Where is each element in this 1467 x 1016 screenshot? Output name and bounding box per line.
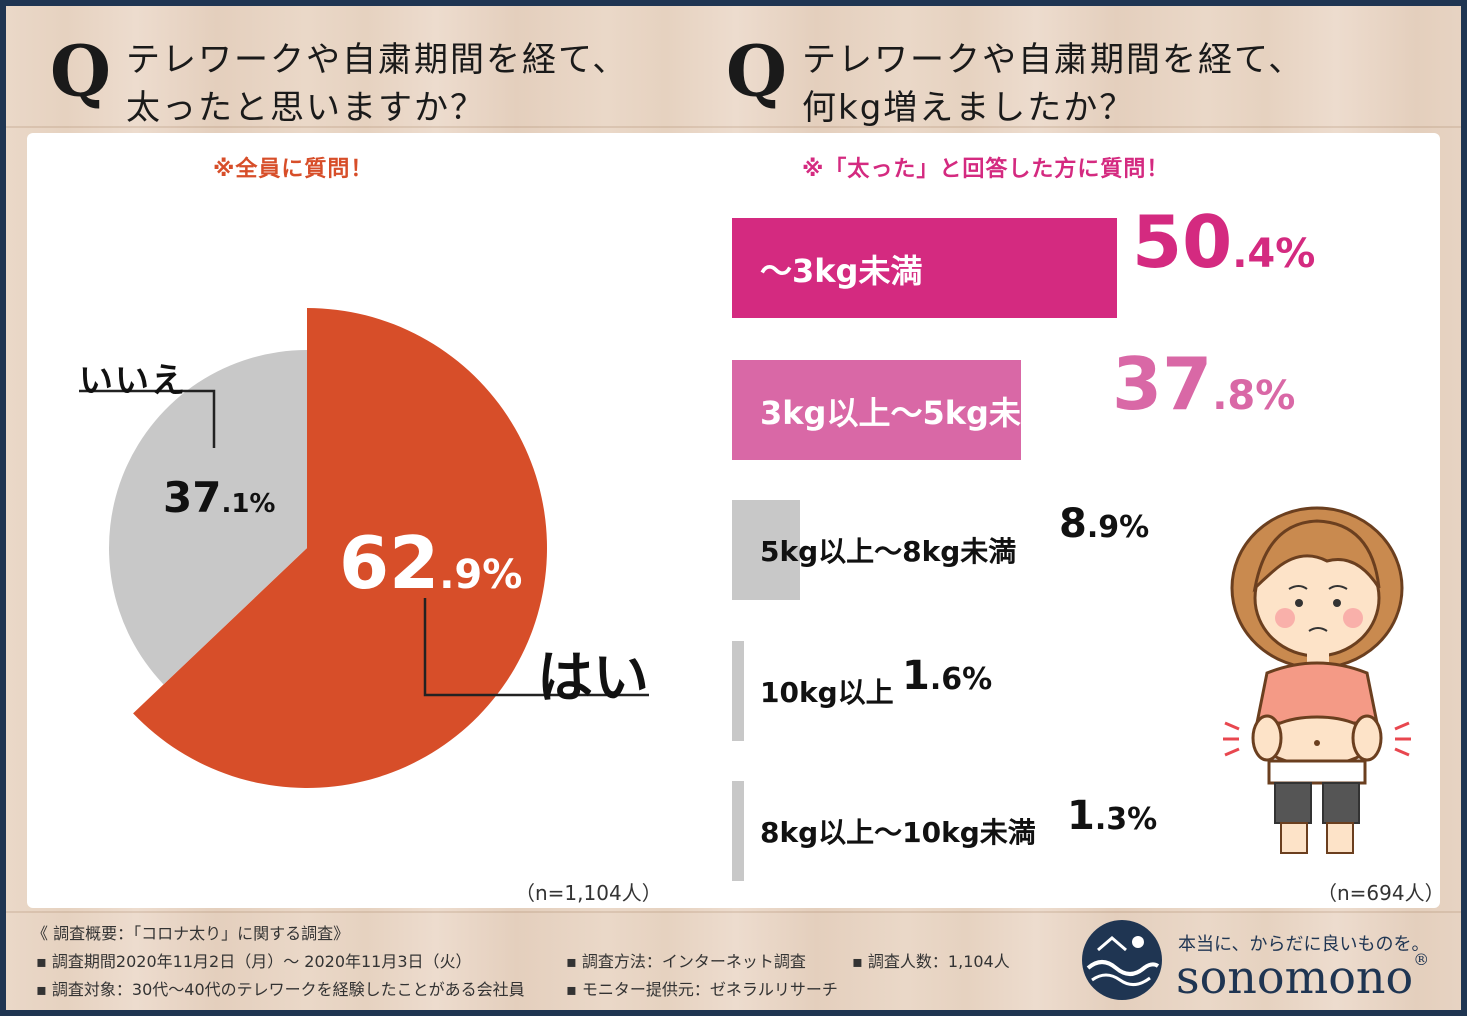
bar-label-2: 3kg以上～5kg未満 (760, 393, 1053, 432)
bar-value-dec: .4% (1232, 230, 1316, 277)
bar-value-int: 8 (1059, 501, 1087, 547)
bar-value-3: 8.9% (1059, 501, 1149, 547)
bar-label-3: 5kg以上～8kg未満 (760, 535, 1017, 569)
bar-label-5: 8kg以上～10kg未満 (760, 816, 1036, 850)
yes-label: はい (537, 646, 649, 711)
bar-1 (732, 218, 1117, 318)
monitor-provider: ▪ モニター提供元：ゼネラルリサーチ (566, 980, 838, 999)
bar-value-int: 50 (1132, 199, 1233, 284)
bar-value-2: 37.8% (1112, 342, 1295, 426)
girl-illustration-icon (1223, 506, 1411, 854)
bar-value-int: 1 (902, 653, 930, 699)
brand-name-text: sonomono (1176, 950, 1414, 1004)
yes-percent: 62.9% (339, 521, 522, 605)
bar-value-int: 37 (1112, 341, 1213, 426)
q-letter: Q (726, 30, 787, 113)
survey-method: ▪ 調査方法：インターネット調査 (566, 952, 806, 971)
survey-period: ▪ 調査期間2020年11月2日（月）～ 2020年11月3日（火） (36, 952, 472, 971)
pie-slice-no (109, 350, 307, 685)
bar-value-dec: .3% (1094, 802, 1158, 837)
no-percent-dec: .1% (221, 489, 276, 519)
left-question: Q テレワークや自粛期間を経て、 太ったと思いますか？ (50, 20, 650, 130)
q-letter: Q (50, 30, 111, 113)
right-question: Q テレワークや自粛期間を経て、 何kg増えましたか？ (726, 20, 1386, 130)
no-leader-line (79, 389, 216, 448)
bar-5 (732, 781, 744, 881)
chart-panel: ※全員に質問！ ※「太った」と回答した方に質問！ いいえ 37.1% 62.9%… (27, 133, 1445, 908)
pie-slice-yes (133, 308, 547, 789)
brand-registered-mark: ® (1413, 950, 1430, 969)
no-percent-int: 37 (163, 473, 222, 522)
brand-name: sonomono® (1176, 950, 1429, 1004)
right-note: ※「太った」と回答した方に質問！ (802, 157, 1170, 182)
yes-percent-dec: .9% (439, 552, 523, 598)
bar-4 (732, 641, 745, 741)
left-sample-size: （n=1,104人） (515, 881, 662, 905)
wood-plank-line (6, 126, 1461, 128)
right-question-line-1: テレワークや自粛期間を経て、 (802, 40, 1305, 80)
bar-2 (732, 360, 1021, 460)
bar-3 (732, 500, 800, 600)
no-label: いいえ (79, 361, 187, 401)
survey-overview: 《 調査概要：「コロナ太り」に関する調査》 (32, 924, 350, 943)
wood-plank-line (6, 911, 1461, 913)
bar-value-dec: .8% (1212, 372, 1296, 419)
bar-label-4: 10kg以上 (760, 676, 894, 710)
right-question-line-2: 何kg増えましたか？ (802, 88, 1136, 128)
brand-tagline: 本当に、からだに良いものを。 (1178, 934, 1430, 955)
left-question-line-2: 太ったと思いますか？ (126, 88, 486, 128)
bar-value-5: 1.3% (1067, 793, 1157, 839)
no-percent: 37.1% (163, 473, 275, 522)
bar-value-4: 1.6% (902, 653, 992, 699)
right-sample-size: （n=694人） (1317, 881, 1445, 905)
sonomono-logo-icon (1082, 920, 1162, 1000)
left-note: ※全員に質問！ (213, 157, 374, 182)
yes-leader-line (423, 598, 649, 697)
survey-target: ▪ 調査対象：30代～40代のテレワークを経験したことがある会社員 (36, 980, 525, 999)
left-question-line-1: テレワークや自粛期間を経て、 (126, 40, 629, 80)
bar-label-1: ～3kg未満 (760, 251, 923, 290)
survey-count: ▪ 調査人数：1,104人 (852, 952, 1010, 971)
yes-percent-int: 62 (339, 521, 440, 605)
bar-value-1: 50.4% (1132, 200, 1315, 284)
pie-chart (79, 308, 649, 789)
bar-value-dec: .6% (929, 662, 993, 697)
bar-value-int: 1 (1067, 793, 1095, 839)
background-frame: Q テレワークや自粛期間を経て、 太ったと思いますか？ Q テレワークや自粛期間… (6, 6, 1461, 1010)
bar-value-dec: .9% (1086, 510, 1150, 545)
